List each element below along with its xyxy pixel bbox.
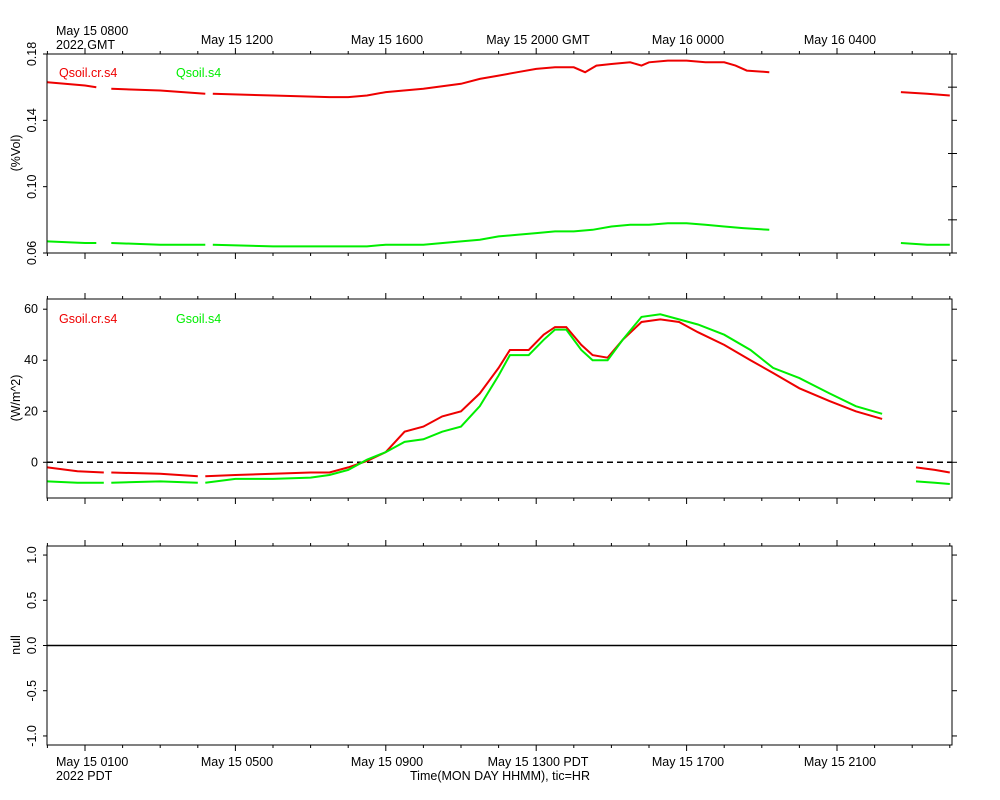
y-tick-label: 0.14	[25, 108, 39, 132]
y-axis: -1.0 -0.5 0.0 0.5 1.0	[25, 546, 957, 747]
series-line	[47, 81, 97, 89]
bottom-axis-label: May 15 1300 PDT	[488, 755, 589, 769]
top-axis-label: May 15 1600	[351, 33, 423, 47]
series-lines	[47, 59, 950, 248]
y-axis-label: (W/m^2)	[9, 375, 23, 422]
series-line	[212, 59, 770, 99]
plot-frame	[46, 53, 953, 254]
y-axis: 0 20 40 60	[24, 302, 957, 469]
soil-heat-flux-panel: 0 20 40 60 (W/m^2) Gsoil.cr.s4 Gsoil.s4	[9, 293, 957, 504]
y-tick-label: 40	[24, 353, 38, 367]
series-line	[47, 240, 97, 244]
top-axis: May 15 0800 2022 GMT May 15 1200 May 15 …	[56, 24, 876, 52]
series-line	[47, 480, 104, 484]
y-tick-label: 1.0	[25, 546, 39, 563]
soil-moisture-panel: 0.06 0.10 0.14 0.18 (%Vol) Qsoil.cr.s4 Qsoi…	[9, 42, 957, 265]
x-axis-ticks	[46, 48, 951, 259]
series-line	[915, 480, 950, 485]
series-lines	[47, 313, 950, 485]
top-axis-label: May 15 2000 GMT	[486, 33, 590, 47]
bottom-axis-year: 2022 PDT	[56, 769, 113, 783]
series-line	[111, 87, 206, 95]
null-panel: -1.0 -0.5 0.0 0.5 1.0 null	[9, 540, 957, 751]
series-line	[111, 471, 198, 478]
top-axis-label: May 16 0400	[804, 33, 876, 47]
y-tick-label: 60	[24, 302, 38, 316]
y-axis-label: (%Vol)	[9, 135, 23, 172]
bottom-axis: May 15 0100 2022 PDT May 15 0500 May 15 …	[56, 755, 876, 783]
x-axis-ticks	[46, 540, 951, 751]
x-axis-title: Time(MON DAY HHMM), tic=HR	[410, 769, 590, 783]
series-line	[900, 91, 950, 97]
bottom-axis-label: May 15 2100	[804, 755, 876, 769]
series-line	[212, 222, 770, 248]
legend-entry: Qsoil.cr.s4	[59, 66, 117, 80]
y-tick-label: 0.0	[25, 637, 39, 654]
top-axis-label: May 15 1200	[201, 33, 273, 47]
bottom-axis-label: May 15 0500	[201, 755, 273, 769]
top-axis-label: May 16 0000	[652, 33, 724, 47]
bottom-axis-label: May 15 0100	[56, 755, 128, 769]
plot-frame	[46, 298, 953, 499]
y-tick-label: 20	[24, 404, 38, 418]
series-line	[47, 466, 104, 474]
legend-entry: Gsoil.s4	[176, 312, 221, 326]
y-axis-label: null	[9, 635, 23, 654]
series-line	[915, 466, 950, 474]
y-tick-label: 0.18	[25, 42, 39, 66]
y-tick-label: 0.06	[25, 241, 39, 265]
y-tick-label: 0.5	[25, 592, 39, 609]
bottom-axis-label: May 15 1700	[652, 755, 724, 769]
y-tick-label: 0.10	[25, 174, 39, 198]
y-tick-label: -1.0	[25, 725, 39, 747]
y-tick-label: 0	[31, 455, 38, 469]
legend-entry: Qsoil.s4	[176, 66, 221, 80]
y-tick-label: -0.5	[25, 680, 39, 702]
series-line	[111, 480, 198, 484]
bottom-axis-label: May 15 0900	[351, 755, 423, 769]
series-line	[111, 242, 206, 246]
y-axis: 0.06 0.10 0.14 0.18	[25, 42, 957, 265]
top-axis-label: May 15 0800	[56, 24, 128, 38]
series-line	[205, 313, 883, 484]
legend-entry: Gsoil.cr.s4	[59, 312, 117, 326]
top-axis-year: 2022 GMT	[56, 38, 115, 52]
series-line	[900, 242, 950, 246]
series-line	[205, 318, 883, 478]
x-axis-ticks	[46, 293, 951, 504]
